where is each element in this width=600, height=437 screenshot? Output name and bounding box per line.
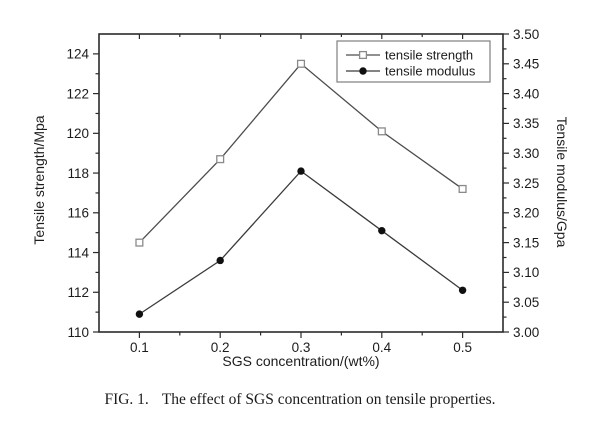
svg-text:3.25: 3.25 [513, 176, 539, 191]
series-tensile-modulus [135, 167, 467, 318]
svg-text:3.45: 3.45 [513, 57, 539, 72]
svg-text:112: 112 [67, 285, 89, 300]
svg-text:3.30: 3.30 [513, 146, 539, 161]
svg-text:122: 122 [66, 86, 89, 101]
figure-caption-text: The effect of SGS concentration on tensi… [161, 391, 496, 408]
right-axis-title: Tensile modulus/Gpa [554, 117, 570, 248]
left-axis-title: Tensile strength/Mpa [31, 115, 47, 244]
series-tensile-strength [135, 59, 467, 247]
svg-text:0.2: 0.2 [211, 340, 230, 355]
legend-label-tensile-modulus: tensile modulus [385, 64, 476, 79]
figure-caption-label: FIG. 1. [104, 391, 149, 408]
figure-caption: FIG. 1. The effect of SGS concentration o… [0, 391, 600, 409]
svg-text:3.40: 3.40 [513, 86, 539, 101]
svg-text:118: 118 [67, 166, 89, 181]
svg-text:114: 114 [67, 245, 89, 260]
svg-text:3.20: 3.20 [513, 206, 539, 221]
svg-text:3.10: 3.10 [513, 265, 539, 280]
svg-text:3.50: 3.50 [513, 27, 539, 42]
left-axis: 110 112 114 116 118 120 122 124 [66, 47, 99, 340]
svg-text:120: 120 [66, 126, 89, 141]
right-axis: 3.00 3.05 3.10 3.15 3.20 3.25 3.30 3.35 3.40 3.45… [503, 27, 539, 340]
svg-text:0.3: 0.3 [292, 340, 311, 355]
svg-text:0.1: 0.1 [130, 340, 149, 355]
svg-text:0.5: 0.5 [453, 340, 472, 355]
svg-text:3.15: 3.15 [513, 235, 539, 250]
x-axis-title: SGS concentration/(wt%) [222, 353, 379, 369]
svg-text:116: 116 [67, 206, 89, 221]
legend-label-tensile-strength: tensile strength [385, 48, 473, 63]
svg-text:124: 124 [66, 47, 89, 62]
svg-text:110: 110 [67, 325, 89, 340]
x-axis: 0.1 0.2 0.3 0.4 0.5 [130, 34, 472, 355]
svg-text:3.05: 3.05 [513, 295, 539, 310]
svg-text:3.35: 3.35 [513, 116, 539, 131]
svg-text:3.00: 3.00 [513, 325, 539, 340]
svg-text:0.4: 0.4 [372, 340, 391, 355]
